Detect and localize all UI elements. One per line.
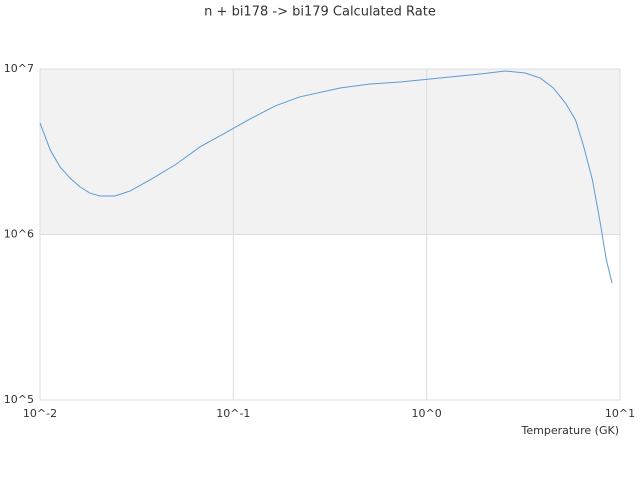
x-tick-label: 10^-1 [216, 407, 250, 420]
chart-title: n + bi178 -> bi179 Calculated Rate [204, 5, 436, 20]
y-tick-label: 10^5 [4, 393, 34, 406]
x-tick-label: 10^1 [605, 407, 635, 420]
y-tick-label: 10^7 [4, 62, 34, 75]
x-axis-label: Temperature (GK) [521, 424, 620, 437]
grid [39, 68, 621, 401]
grid-band [40, 69, 620, 235]
data-line [39, 70, 613, 284]
x-tick-label: 10^-2 [23, 407, 57, 420]
y-tick-label: 10^6 [4, 228, 34, 241]
x-tick-label: 10^0 [412, 407, 442, 420]
